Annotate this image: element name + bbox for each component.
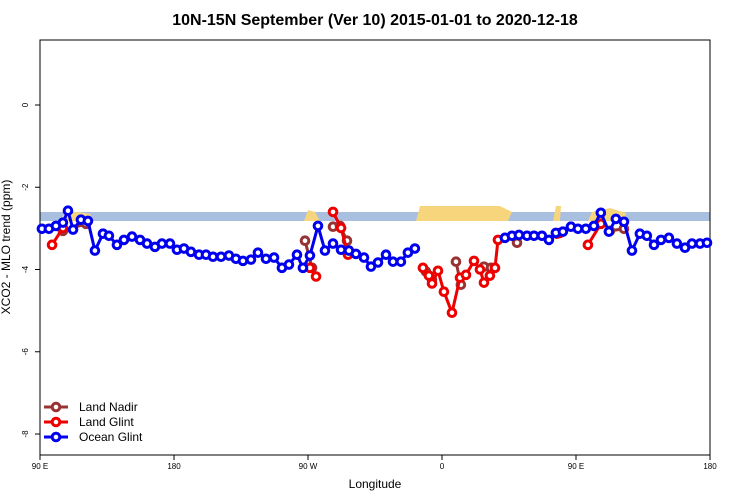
x-tick-label: 90 E xyxy=(32,462,48,471)
point xyxy=(701,237,713,249)
point xyxy=(111,239,123,251)
point xyxy=(57,217,69,228)
point xyxy=(686,238,698,249)
point xyxy=(450,256,462,267)
point xyxy=(474,264,486,275)
point xyxy=(237,255,249,267)
legend-label: Ocean Glint xyxy=(79,430,143,444)
point xyxy=(358,252,370,263)
point xyxy=(438,286,450,298)
point xyxy=(648,239,660,251)
point xyxy=(595,207,607,219)
point xyxy=(126,231,138,242)
point xyxy=(489,262,501,274)
land-band xyxy=(416,206,512,221)
point xyxy=(304,250,316,261)
legend-label: Land Glint xyxy=(79,415,134,429)
point xyxy=(432,265,444,277)
y-tick-label: -6 xyxy=(21,348,30,356)
x-tick-label: 90 W xyxy=(299,462,318,471)
point xyxy=(207,251,219,263)
point xyxy=(484,270,496,281)
point xyxy=(215,251,227,263)
y-tick-label: -8 xyxy=(21,430,30,438)
plot-frame xyxy=(39,39,711,456)
ocean-band xyxy=(40,212,710,221)
point xyxy=(82,215,94,227)
x-tick-label: 0 xyxy=(440,462,445,471)
x-tick-label: 90 E xyxy=(568,462,584,471)
point xyxy=(618,216,630,228)
point xyxy=(283,259,295,270)
point xyxy=(409,243,421,254)
point xyxy=(260,253,272,265)
series-line xyxy=(50,211,603,318)
point xyxy=(395,256,407,267)
point xyxy=(478,277,490,288)
point xyxy=(252,247,264,258)
legend-marker xyxy=(50,401,62,413)
point xyxy=(350,248,362,260)
point xyxy=(299,235,311,247)
point xyxy=(446,307,458,318)
point xyxy=(291,249,303,260)
chart-title: 10N-15N September (Ver 10) 2015-01-01 to… xyxy=(172,12,578,29)
point xyxy=(245,254,257,265)
point xyxy=(118,234,130,246)
point xyxy=(185,246,197,258)
point xyxy=(603,226,615,237)
land-ocean-strip xyxy=(40,206,710,221)
land-band xyxy=(553,206,561,221)
point xyxy=(156,238,168,249)
point xyxy=(327,206,339,218)
x-tick-label: 180 xyxy=(167,462,181,471)
point xyxy=(671,238,683,249)
legend-marker xyxy=(50,416,62,428)
point xyxy=(312,220,324,232)
point xyxy=(663,232,675,244)
y-tick-label: -4 xyxy=(21,265,30,273)
point xyxy=(67,224,79,235)
point xyxy=(513,229,525,241)
point xyxy=(327,238,339,249)
point xyxy=(268,252,280,263)
point xyxy=(89,245,101,256)
point xyxy=(588,220,600,232)
point xyxy=(610,213,622,225)
point xyxy=(380,249,392,260)
land-band xyxy=(304,210,320,221)
point xyxy=(426,278,438,289)
point xyxy=(164,238,176,249)
point xyxy=(460,269,472,281)
point xyxy=(543,234,555,246)
point xyxy=(468,255,480,267)
point xyxy=(319,245,331,256)
y-tick-label: -2 xyxy=(21,183,30,191)
point xyxy=(641,230,653,242)
point xyxy=(557,226,569,237)
point xyxy=(62,205,74,216)
point xyxy=(372,257,384,268)
point xyxy=(582,239,594,251)
y-tick-label: 0 xyxy=(21,102,30,107)
x-tick-label: 180 xyxy=(703,462,717,471)
point xyxy=(103,230,115,242)
legend-marker xyxy=(50,431,62,443)
legend-label: Land Nadir xyxy=(79,400,138,414)
x-axis-label: Longitude xyxy=(349,477,402,491)
point xyxy=(626,245,638,256)
point xyxy=(417,262,429,274)
y-axis-label: XCO2 - MLO trend (ppm) xyxy=(0,180,13,315)
point xyxy=(46,239,58,251)
point xyxy=(310,271,322,282)
point xyxy=(580,223,592,235)
point xyxy=(297,262,309,274)
point xyxy=(335,222,347,234)
